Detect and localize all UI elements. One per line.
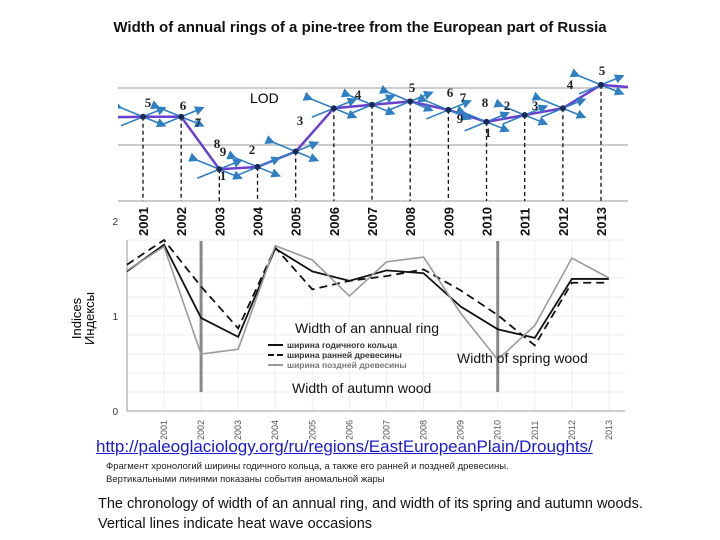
lod-point xyxy=(140,113,146,120)
lod-point xyxy=(178,113,185,120)
caption-en-line-1: The chronology of width of an annual rin… xyxy=(98,496,643,512)
bottom-x-tick-label: 2011 xyxy=(530,421,540,440)
point-label: 2 xyxy=(249,142,256,157)
bottom-x-tick-label: 2008 xyxy=(419,420,429,440)
y-axis-label-ru: Индексы xyxy=(82,291,97,345)
caption-ru-line-2: Вертикальными линиями показаны события а… xyxy=(106,474,385,485)
lod-point xyxy=(292,148,299,155)
top-x-tick-label: 2004 xyxy=(251,206,266,236)
bottom-x-tick-label: 2007 xyxy=(381,420,391,440)
point-label: 5 xyxy=(409,80,416,95)
lod-point xyxy=(330,105,337,112)
y-axis-label: Indices Индексы xyxy=(69,291,97,345)
top-x-tick-label: 2007 xyxy=(365,207,380,236)
top-x-tick-label: 2010 xyxy=(480,207,495,236)
lod-label: LOD xyxy=(250,90,279,106)
source-link[interactable]: http://paleoglaciology.org/ru/regions/Ea… xyxy=(96,437,593,456)
bottom-x-tick-label: 2010 xyxy=(493,420,503,440)
top-x-tick-label: 2005 xyxy=(289,207,304,236)
lod-point xyxy=(445,106,452,113)
bottom-x-tick-label: 2004 xyxy=(270,420,280,440)
lod-point xyxy=(407,98,414,105)
top-x-tick-label: 2002 xyxy=(174,207,189,236)
annotation-spring-wood: Width of spring wood xyxy=(457,350,588,366)
top-x-tick-label: 2006 xyxy=(327,207,342,236)
legend-label: ширина ранней древесины xyxy=(287,350,402,360)
caption-ru-line-1: Фрагмент хронологий ширины годичного кол… xyxy=(106,461,509,472)
series-line-2 xyxy=(126,244,610,361)
y-tick-label: 2 xyxy=(112,217,118,228)
top-x-tick-label: 2009 xyxy=(441,207,456,236)
annotation-autumn-wood: Width of autumn wood xyxy=(292,380,432,396)
series-line-0 xyxy=(126,243,609,339)
point-label: 8 xyxy=(214,136,221,151)
lod-point xyxy=(483,118,490,125)
bottom-x-tick-label: 2012 xyxy=(567,420,577,440)
y-tick-label: 0 xyxy=(112,407,118,418)
point-label: 6 xyxy=(447,85,454,100)
point-label: 2 xyxy=(504,98,511,113)
lod-point xyxy=(369,101,376,108)
top-x-tick-label: 2008 xyxy=(403,207,418,236)
top-x-tick-label: 2003 xyxy=(212,207,227,236)
point-label: 9 xyxy=(457,111,464,126)
point-label: 1 xyxy=(220,168,227,183)
lod-point xyxy=(559,105,566,112)
bottom-x-tick-label: 2003 xyxy=(233,420,243,440)
bottom-x-tick-label: 2006 xyxy=(344,420,354,440)
point-label: 1 xyxy=(485,125,492,140)
lod-series xyxy=(118,68,628,201)
slide-title: Width of annual rings of a pine-tree fro… xyxy=(113,19,607,36)
point-label: 6 xyxy=(180,98,187,113)
lod-point xyxy=(216,166,223,173)
bottom-x-tick-label: 2002 xyxy=(196,420,206,440)
point-label: 3 xyxy=(297,113,304,128)
annotation-annual-ring: Width of an annual ring xyxy=(295,320,439,336)
bottom-x-tick-label: 2005 xyxy=(307,420,317,440)
point-label: 9 xyxy=(220,144,227,159)
point-label: 4 xyxy=(567,77,574,92)
top-x-tick-label: 2012 xyxy=(556,207,571,236)
caption-en-line-2: Vertical lines indicate heat wave occasi… xyxy=(98,516,373,532)
point-label: 7 xyxy=(460,90,467,105)
top-x-tick-label: 2001 xyxy=(136,207,151,236)
point-label: 5 xyxy=(145,95,152,110)
lod-point xyxy=(521,112,528,119)
point-label: 8 xyxy=(482,95,489,110)
point-label: 3 xyxy=(532,98,539,113)
point-label: 5 xyxy=(599,63,606,78)
point-label: 7 xyxy=(195,115,202,130)
bottom-x-tick-label: 2001 xyxy=(159,420,169,440)
point-label: 4 xyxy=(355,87,362,102)
y-tick-label: 1 xyxy=(112,312,118,323)
top-x-tick-label: 2011 xyxy=(518,208,533,236)
top-x-tick-label: 2013 xyxy=(594,207,609,236)
lod-point xyxy=(598,81,605,88)
lod-point xyxy=(254,163,261,170)
bottom-x-tick-label: 2009 xyxy=(456,420,466,440)
legend-label: ширина поздней древесины xyxy=(287,360,407,370)
legend-label: ширина годичного кольца xyxy=(287,340,397,350)
bottom-x-tick-label: 2013 xyxy=(604,420,614,440)
